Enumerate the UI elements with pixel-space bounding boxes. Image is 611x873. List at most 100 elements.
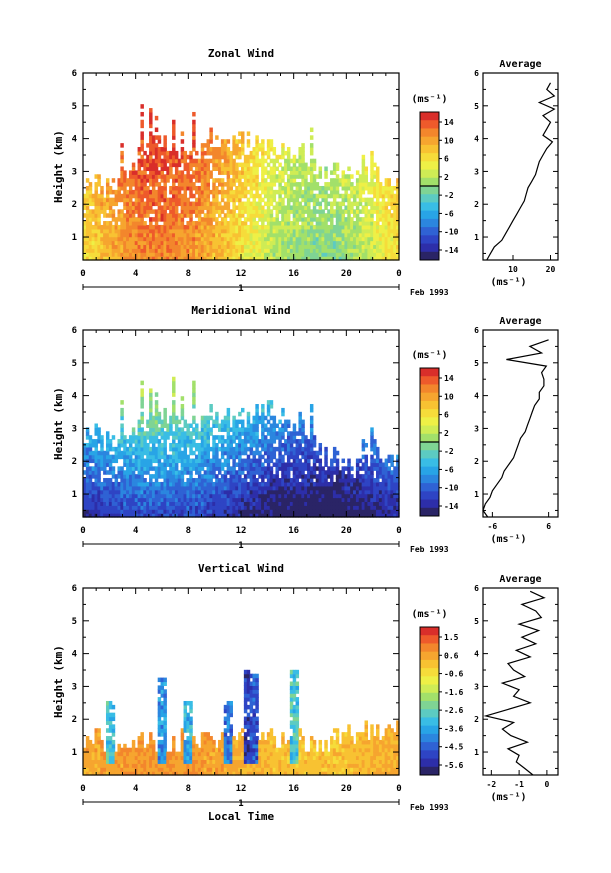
heatmap-cell bbox=[367, 189, 371, 195]
heatmap-cell bbox=[358, 256, 363, 261]
heatmap-cell bbox=[117, 446, 121, 452]
heatmap-cell bbox=[97, 466, 101, 471]
heatmap-cell bbox=[298, 462, 302, 467]
heatmap-cell bbox=[128, 244, 133, 249]
heatmap-cell bbox=[289, 439, 294, 444]
heatmap-cell bbox=[140, 380, 144, 386]
heatmap-cell bbox=[358, 224, 363, 230]
heatmap-cell bbox=[252, 470, 256, 475]
heatmap-cell bbox=[327, 470, 331, 475]
heatmap-cell bbox=[151, 458, 156, 464]
heatmap-cell bbox=[108, 221, 113, 226]
heatmap-cell bbox=[88, 209, 93, 214]
heatmap-cell bbox=[212, 474, 216, 479]
heatmap-cell bbox=[376, 478, 380, 483]
heatmap-cell bbox=[381, 481, 386, 487]
heatmap-cell bbox=[272, 252, 277, 257]
heatmap-cell bbox=[192, 143, 196, 148]
heatmap-cell bbox=[370, 244, 374, 249]
heatmap-cell bbox=[384, 256, 389, 261]
heatmap-cell bbox=[384, 501, 389, 506]
heatmap-cell bbox=[206, 150, 210, 156]
heatmap-cell bbox=[149, 411, 153, 417]
heatmap-cell bbox=[220, 513, 225, 518]
heatmap-cell bbox=[364, 197, 368, 203]
heatmap-cell bbox=[220, 185, 225, 191]
heatmap-cell bbox=[332, 458, 337, 464]
heatmap-cell bbox=[232, 240, 236, 246]
heatmap-cell bbox=[249, 450, 254, 456]
heatmap-cell bbox=[149, 162, 153, 168]
heatmap-cell bbox=[212, 182, 216, 187]
heatmap-cell bbox=[284, 485, 288, 491]
heatmap-cell bbox=[312, 474, 317, 479]
heatmap-cell bbox=[353, 478, 357, 483]
heatmap-cell bbox=[149, 232, 153, 238]
heatmap-cell bbox=[186, 174, 190, 179]
heatmap-cell bbox=[292, 431, 297, 436]
heatmap-cell bbox=[324, 474, 328, 479]
heatmap-cell bbox=[321, 224, 325, 230]
heatmap-cell bbox=[292, 470, 297, 475]
heatmap-cell bbox=[241, 221, 245, 226]
heatmap-cell bbox=[298, 147, 302, 152]
heatmap-cell bbox=[261, 493, 265, 499]
heatmap-cell bbox=[229, 240, 233, 246]
heatmap-cell bbox=[295, 189, 300, 195]
heatmap-cell bbox=[100, 442, 104, 448]
heatmap-cell bbox=[275, 205, 279, 210]
heatmap-cell bbox=[117, 240, 121, 246]
heatmap-cell bbox=[387, 493, 391, 499]
heatmap-cell bbox=[140, 439, 144, 444]
heatmap-cell bbox=[154, 182, 159, 187]
heatmap-cell bbox=[330, 470, 334, 475]
heatmap-cell bbox=[281, 470, 285, 475]
heatmap-cell bbox=[232, 236, 236, 242]
heatmap-cell bbox=[312, 462, 317, 467]
heatmap-cell bbox=[195, 509, 199, 514]
heatmap-cell bbox=[281, 224, 285, 230]
heatmap-cell bbox=[111, 240, 116, 246]
heatmap-cell bbox=[361, 178, 366, 183]
heatmap-cell bbox=[272, 197, 277, 203]
heatmap-cell bbox=[238, 185, 242, 191]
heatmap-cell bbox=[278, 458, 282, 464]
heatmap-cell bbox=[307, 446, 311, 452]
heatmap-cell bbox=[137, 244, 142, 249]
heatmap-cell bbox=[94, 493, 98, 499]
heatmap-cell bbox=[361, 185, 366, 191]
heatmap-cell bbox=[258, 439, 262, 444]
heatmap-cell bbox=[94, 252, 98, 257]
heatmap-cell bbox=[209, 493, 213, 499]
heatmap-cell bbox=[134, 174, 139, 179]
heatmap-cell bbox=[307, 458, 311, 464]
heatmap-cell bbox=[180, 209, 185, 214]
heatmap-cell bbox=[286, 470, 291, 475]
heatmap-cell bbox=[140, 139, 144, 144]
heatmap-cell bbox=[275, 248, 279, 253]
heatmap-cell bbox=[301, 154, 305, 160]
heatmap-cell bbox=[327, 489, 331, 495]
heatmap-cell bbox=[226, 139, 231, 144]
heatmap-cell bbox=[278, 466, 282, 471]
heatmap-cell bbox=[266, 497, 271, 503]
heatmap-cell bbox=[278, 240, 282, 246]
heatmap-cell bbox=[146, 423, 150, 428]
heatmap-cell bbox=[298, 228, 302, 234]
heatmap-cell bbox=[232, 489, 236, 495]
heatmap-cell bbox=[353, 481, 357, 487]
heatmap-cell bbox=[172, 466, 176, 471]
heatmap-cell bbox=[358, 493, 363, 499]
heatmap-cell bbox=[137, 505, 142, 510]
heatmap-cell bbox=[111, 454, 116, 460]
heatmap-cell bbox=[390, 474, 394, 479]
heatmap-cell bbox=[154, 158, 159, 164]
heatmap-cell bbox=[134, 446, 139, 452]
heatmap-cell bbox=[298, 466, 302, 471]
heatmap-cell bbox=[140, 232, 144, 238]
heatmap-cell bbox=[335, 193, 340, 199]
heatmap-cell bbox=[309, 189, 314, 195]
heatmap-cell bbox=[232, 244, 236, 249]
heatmap-cell bbox=[284, 442, 288, 448]
heatmap-cell bbox=[146, 256, 150, 261]
